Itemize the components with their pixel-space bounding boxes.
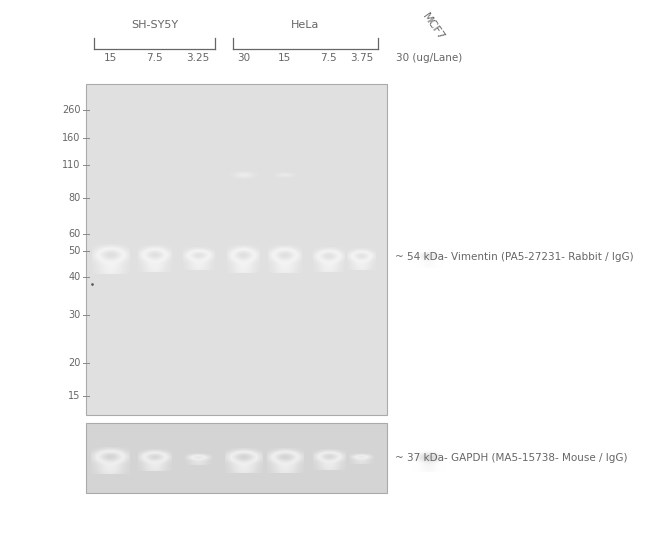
Text: 7.5: 7.5 bbox=[146, 54, 163, 63]
Bar bbox=[86, 423, 387, 493]
Bar bbox=[86, 84, 387, 415]
Text: 15: 15 bbox=[278, 54, 291, 63]
Text: 260: 260 bbox=[62, 106, 81, 115]
Text: ~ 37 kDa- GAPDH (MA5-15738- Mouse / IgG): ~ 37 kDa- GAPDH (MA5-15738- Mouse / IgG) bbox=[395, 453, 628, 463]
Text: 15: 15 bbox=[68, 391, 81, 401]
Text: SH-SY5Y: SH-SY5Y bbox=[131, 20, 178, 30]
Text: 80: 80 bbox=[68, 193, 81, 203]
Text: MCF7: MCF7 bbox=[420, 11, 446, 42]
Text: HeLa: HeLa bbox=[291, 20, 320, 30]
Text: 50: 50 bbox=[68, 246, 81, 256]
Text: 30: 30 bbox=[68, 310, 81, 320]
Text: 15: 15 bbox=[104, 54, 117, 63]
Text: 3.25: 3.25 bbox=[187, 54, 210, 63]
Text: 60: 60 bbox=[68, 229, 81, 240]
Text: 110: 110 bbox=[62, 160, 81, 170]
Text: 7.5: 7.5 bbox=[320, 54, 337, 63]
Text: ~ 54 kDa- Vimentin (PA5-27231- Rabbit / IgG): ~ 54 kDa- Vimentin (PA5-27231- Rabbit / … bbox=[395, 251, 634, 262]
Text: 30 (ug/Lane): 30 (ug/Lane) bbox=[396, 54, 462, 63]
Text: 20: 20 bbox=[68, 358, 81, 368]
Text: 30: 30 bbox=[237, 54, 250, 63]
Text: 160: 160 bbox=[62, 133, 81, 143]
Text: 40: 40 bbox=[68, 272, 81, 282]
Text: 3.75: 3.75 bbox=[350, 54, 373, 63]
